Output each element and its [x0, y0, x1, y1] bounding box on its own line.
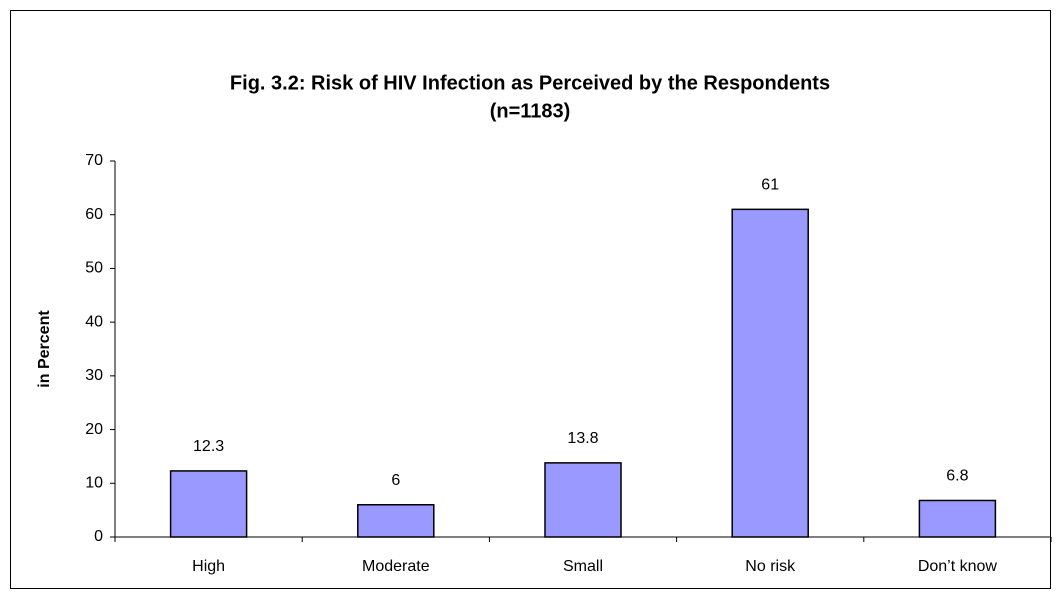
data-label: 6	[391, 472, 400, 489]
x-tick-label: Moderate	[362, 558, 430, 575]
data-label: 6.8	[946, 468, 968, 485]
data-label: 13.8	[567, 430, 598, 447]
y-axis-label: in Percent	[36, 310, 53, 388]
bar	[731, 208, 809, 538]
y-tick-label: 30	[85, 367, 103, 384]
x-tick-label: No risk	[745, 558, 796, 575]
y-tick-label: 70	[85, 152, 103, 169]
y-tick-label: 10	[85, 475, 103, 492]
y-tick-label: 20	[85, 421, 103, 438]
chart-border	[10, 10, 1051, 589]
chart-title: Fig. 3.2: Risk of HIV Infection as Perce…	[230, 72, 830, 94]
y-tick-label: 60	[85, 206, 103, 223]
y-tick-label: 50	[85, 260, 103, 277]
bar	[357, 504, 435, 538]
x-tick-label: Don’t know	[918, 558, 998, 575]
bar	[544, 462, 622, 538]
chart-subtitle: (n=1183)	[490, 100, 571, 122]
y-tick-label: 0	[94, 528, 103, 545]
x-tick-label: High	[192, 558, 225, 575]
x-tick-label: Small	[563, 558, 603, 575]
data-label: 12.3	[193, 438, 224, 455]
bar	[169, 470, 248, 538]
y-tick-label: 40	[85, 313, 103, 330]
data-label: 61	[761, 177, 779, 194]
bar	[918, 499, 997, 538]
